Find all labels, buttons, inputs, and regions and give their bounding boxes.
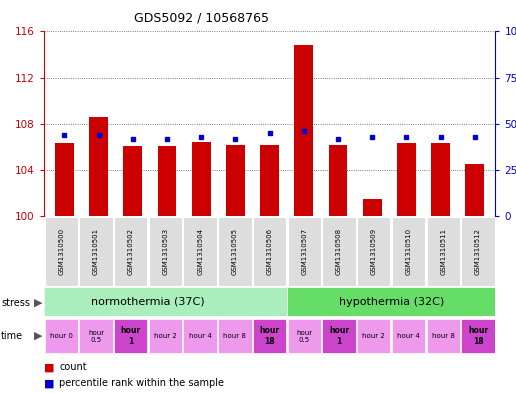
Bar [461, 320, 495, 353]
Bar [184, 320, 217, 353]
Text: GSM1310506: GSM1310506 [267, 228, 272, 275]
Bar [322, 217, 356, 286]
Text: GSM1310505: GSM1310505 [232, 228, 238, 275]
Bar [461, 217, 495, 286]
Bar [357, 320, 391, 353]
Bar [392, 217, 425, 286]
Text: stress: stress [1, 298, 30, 308]
Text: hour
0.5: hour 0.5 [296, 329, 312, 343]
Text: hour
0.5: hour 0.5 [88, 329, 104, 343]
Text: GSM1310510: GSM1310510 [406, 228, 412, 275]
Text: hour 8: hour 8 [223, 333, 246, 339]
Text: GSM1310501: GSM1310501 [93, 228, 99, 275]
Text: hour 0: hour 0 [50, 333, 73, 339]
Bar [397, 143, 416, 216]
Bar [79, 320, 112, 353]
Bar [114, 320, 148, 353]
Text: GSM1310512: GSM1310512 [475, 228, 481, 275]
Text: GSM1310502: GSM1310502 [127, 228, 134, 275]
Bar [287, 320, 321, 353]
Text: hour 4: hour 4 [189, 333, 212, 339]
Bar [218, 320, 251, 353]
Bar [226, 145, 245, 216]
Text: hour 8: hour 8 [432, 333, 455, 339]
Bar [157, 146, 176, 216]
Bar [149, 217, 182, 286]
Bar [253, 217, 286, 286]
Bar [184, 217, 217, 286]
Bar [322, 320, 356, 353]
Text: count: count [59, 362, 87, 373]
Text: ▶: ▶ [34, 331, 42, 341]
Text: normothermia (37C): normothermia (37C) [91, 297, 205, 307]
Bar [79, 217, 112, 286]
Bar [465, 164, 484, 216]
Text: GSM1310508: GSM1310508 [336, 228, 342, 275]
Bar [295, 45, 313, 216]
Bar [287, 287, 495, 316]
Text: percentile rank within the sample: percentile rank within the sample [59, 378, 224, 388]
Text: hypothermia (32C): hypothermia (32C) [338, 297, 444, 307]
Text: ■: ■ [44, 362, 54, 373]
Text: GSM1310504: GSM1310504 [197, 228, 203, 275]
Bar [55, 143, 74, 216]
Bar [431, 143, 450, 216]
Bar [89, 117, 108, 216]
Text: hour 2: hour 2 [154, 333, 177, 339]
Text: ▶: ▶ [34, 298, 42, 308]
Bar [260, 145, 279, 216]
Bar [363, 199, 382, 216]
Bar [287, 217, 321, 286]
Bar [44, 320, 78, 353]
Text: hour
1: hour 1 [329, 326, 349, 346]
Text: GSM1310503: GSM1310503 [163, 228, 168, 275]
Text: ■: ■ [44, 378, 54, 388]
Text: time: time [1, 331, 23, 341]
Bar [44, 217, 78, 286]
Text: hour
18: hour 18 [468, 326, 488, 346]
Bar [218, 217, 251, 286]
Bar [192, 142, 211, 216]
Bar [392, 320, 425, 353]
Bar [427, 217, 460, 286]
Text: GDS5092 / 10568765: GDS5092 / 10568765 [134, 11, 269, 24]
Bar [149, 320, 182, 353]
Bar [329, 145, 347, 216]
Bar [427, 320, 460, 353]
Text: hour 2: hour 2 [362, 333, 385, 339]
Bar [44, 287, 287, 316]
Text: hour
1: hour 1 [121, 326, 141, 346]
Text: hour 4: hour 4 [397, 333, 420, 339]
Bar [114, 217, 148, 286]
Text: GSM1310500: GSM1310500 [58, 228, 64, 275]
Bar [357, 217, 391, 286]
Text: GSM1310509: GSM1310509 [371, 228, 377, 275]
Bar [253, 320, 286, 353]
Text: hour
18: hour 18 [260, 326, 280, 346]
Text: GSM1310511: GSM1310511 [440, 228, 446, 275]
Bar [123, 146, 142, 216]
Text: GSM1310507: GSM1310507 [301, 228, 308, 275]
